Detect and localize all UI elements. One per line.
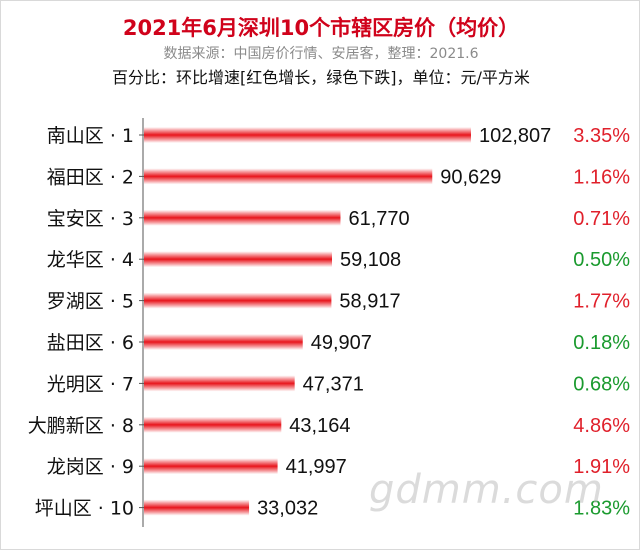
note-line: 百分比：环比增速[红色增长，绿色下跌]，单位：元/平方米 xyxy=(112,68,530,87)
category-label-3: 宝安区 · 3 xyxy=(47,208,134,230)
category-label-6: 盐田区 · 6 xyxy=(47,332,134,354)
bar-10 xyxy=(144,499,250,516)
value-label-6: 49,907 xyxy=(311,332,372,354)
bar-8 xyxy=(144,416,282,433)
change-label-1: 3.35% xyxy=(573,125,630,147)
bar-9 xyxy=(144,458,278,475)
change-label-7: 0.68% xyxy=(573,373,630,395)
value-label-7: 47,371 xyxy=(303,373,364,395)
category-label-7: 光明区 · 7 xyxy=(47,373,134,395)
bar-4 xyxy=(144,251,333,268)
change-label-9: 1.91% xyxy=(573,456,630,478)
bar-6 xyxy=(144,334,303,350)
bar-1 xyxy=(144,127,471,143)
category-label-8: 大鹏新区 · 8 xyxy=(28,415,134,437)
change-label-6: 0.18% xyxy=(573,332,630,354)
value-label-10: 33,032 xyxy=(257,498,318,520)
bar-2 xyxy=(144,168,433,185)
watermark: gdmm.com xyxy=(369,467,604,513)
bar-3 xyxy=(144,209,341,226)
change-label-4: 0.50% xyxy=(573,249,630,271)
value-label-9: 41,997 xyxy=(286,456,347,478)
change-label-3: 0.71% xyxy=(573,208,630,230)
category-label-10: 坪山区 · 10 xyxy=(35,498,134,520)
category-label-5: 罗湖区 · 5 xyxy=(47,291,134,313)
value-label-1: 102,807 xyxy=(479,125,551,147)
bar-7 xyxy=(144,375,295,392)
change-label-2: 1.16% xyxy=(573,166,630,188)
chart-title: 2021年6月深圳10个市辖区房价（均价） xyxy=(122,16,520,40)
category-label-9: 龙岗区 · 9 xyxy=(47,456,134,478)
value-label-2: 90,629 xyxy=(440,166,501,188)
source-line: 数据来源：中国房价行情、安居客，整理：2021.6 xyxy=(163,46,479,62)
category-label-2: 福田区 · 2 xyxy=(47,166,134,188)
change-label-10: 1.83% xyxy=(573,498,630,520)
value-label-5: 58,917 xyxy=(339,291,400,313)
category-label-1: 南山区 · 1 xyxy=(47,125,134,147)
value-label-4: 59,108 xyxy=(340,249,401,271)
change-label-8: 4.86% xyxy=(573,415,630,437)
bar-5 xyxy=(144,292,332,309)
value-label-8: 43,164 xyxy=(289,415,350,437)
change-label-5: 1.77% xyxy=(573,291,630,313)
category-label-4: 龙华区 · 4 xyxy=(47,249,134,271)
value-label-3: 61,770 xyxy=(348,208,409,230)
